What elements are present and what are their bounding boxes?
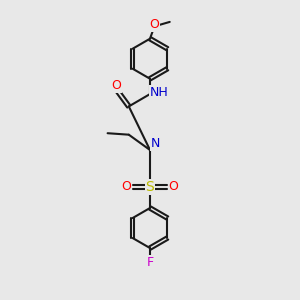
- Text: N: N: [151, 137, 160, 150]
- Text: O: O: [149, 18, 159, 31]
- Text: O: O: [122, 180, 131, 193]
- Text: O: O: [112, 79, 122, 92]
- Text: F: F: [146, 256, 154, 269]
- Text: S: S: [146, 180, 154, 194]
- Text: O: O: [169, 180, 178, 193]
- Text: NH: NH: [150, 86, 169, 99]
